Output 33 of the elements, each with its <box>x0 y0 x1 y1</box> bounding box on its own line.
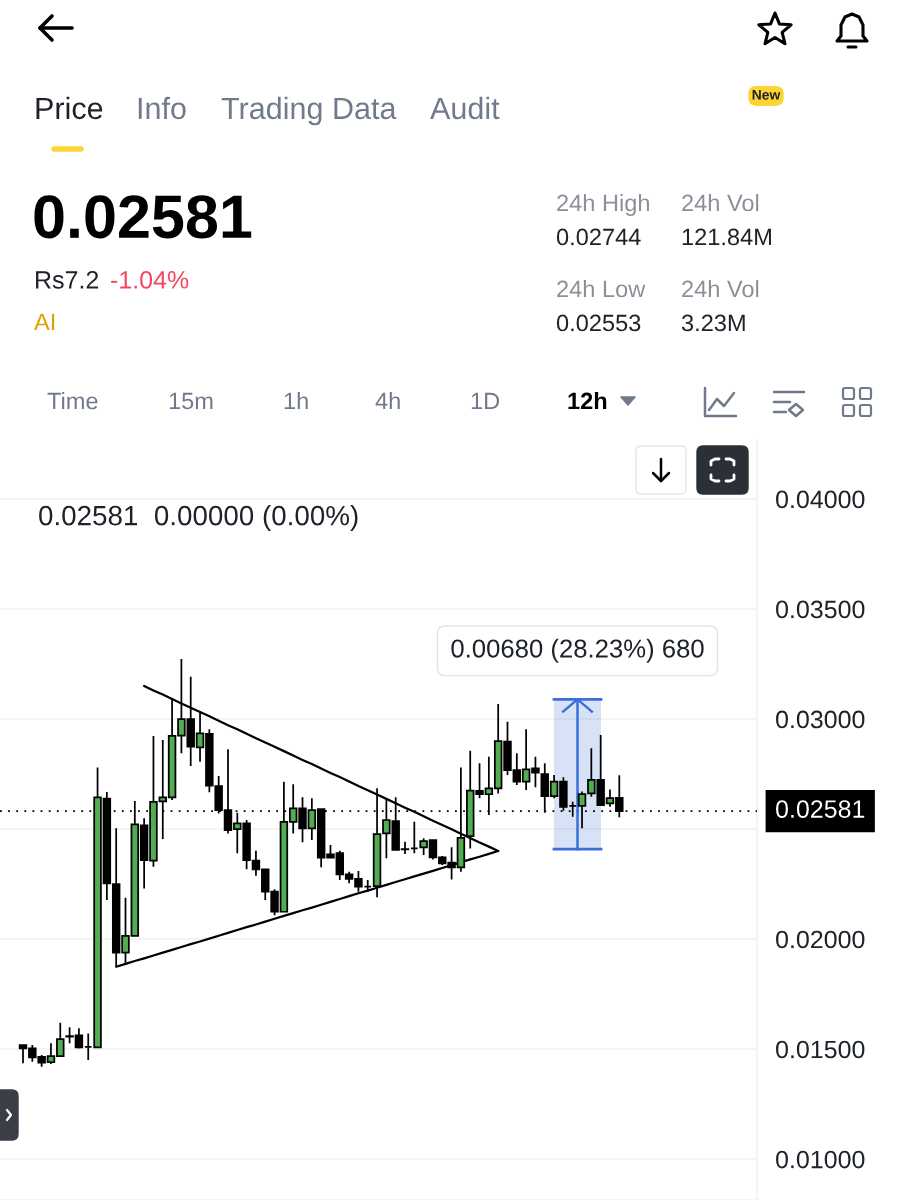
text: 24h Vol <box>682 280 759 298</box>
text: Audit <box>430 96 500 120</box>
text: Time <box>47 391 98 410</box>
candlestick <box>410 820 419 855</box>
text: 24h Vol <box>682 194 759 212</box>
text: 12h <box>568 391 607 410</box>
text: Rs7.2 <box>36 271 99 289</box>
y-tick-label: 0.01500 <box>776 1040 865 1059</box>
text: 0.02581 <box>34 195 252 239</box>
text: 0.02744 <box>556 228 641 246</box>
text: 1D <box>471 392 500 410</box>
ref-line-label: 0.02581 <box>776 800 865 818</box>
text: AI <box>34 313 55 331</box>
y-tick-label: 0.02000 <box>776 930 865 949</box>
text: New <box>752 90 781 100</box>
text: 24h High <box>557 194 649 216</box>
text: 24h Low <box>557 280 646 298</box>
y-tick-label: 0.03500 <box>776 600 865 619</box>
text: 15m <box>169 392 213 410</box>
text: 1h <box>284 391 308 410</box>
text: 0.02581 0.00000 (0.00%) <box>39 505 358 531</box>
text: 121.84M <box>682 228 771 246</box>
band-label: 0.00680 (28.23%) 680 <box>451 638 704 663</box>
text: Trading Data <box>221 96 397 126</box>
y-tick-label: 0.03000 <box>776 710 865 729</box>
y-tick-label: 0.04000 <box>776 490 865 509</box>
text: 3.23M <box>681 314 745 332</box>
text: 0.02553 <box>556 314 641 332</box>
text: 4h <box>375 391 400 410</box>
y-tick-label: 0.01000 <box>776 1150 865 1169</box>
text: Info <box>138 96 186 120</box>
text: Price <box>36 96 103 120</box>
text: -1.04% <box>111 271 189 289</box>
